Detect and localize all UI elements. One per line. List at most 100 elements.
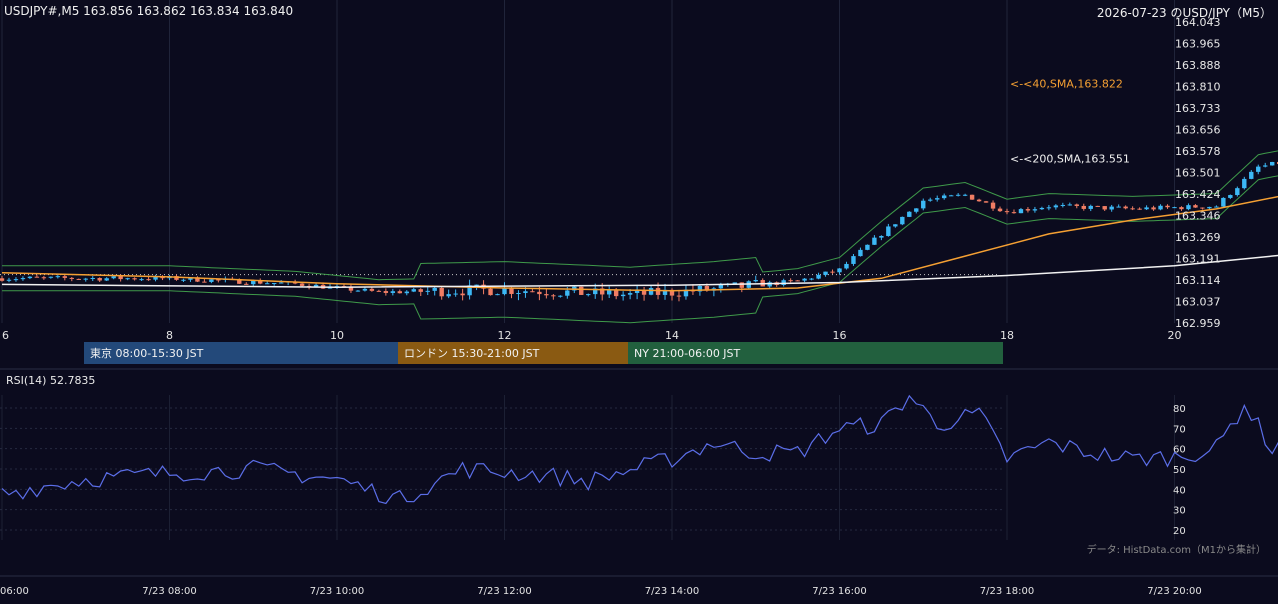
candle-body — [1200, 207, 1205, 209]
candle-body — [823, 271, 828, 275]
session-label: ロンドン 15:30-21:00 JST — [404, 347, 540, 360]
candle-body — [1088, 205, 1093, 209]
candle-body — [586, 294, 591, 296]
price-tick-label: 163.656 — [1175, 123, 1221, 136]
sma200-line — [1, 254, 1278, 288]
bollinger-lower-line — [2, 175, 1278, 324]
candle-body — [1067, 204, 1073, 206]
candle-body — [509, 288, 514, 294]
session-bar: 東京 08:00-15:30 JST ロンドン 15:30-21:00 JST NY… — [84, 342, 1003, 364]
hour-tick-label: 14 — [665, 329, 679, 342]
candle-body — [20, 278, 26, 280]
candle-body — [634, 290, 640, 294]
candle-body — [6, 279, 12, 281]
candle-body — [1249, 171, 1254, 179]
candle-body — [362, 288, 368, 291]
time-tick-label: 7/23 16:00 — [812, 586, 866, 597]
rsi-line — [1, 394, 1278, 505]
candle-body — [969, 194, 975, 200]
candle-body — [1060, 204, 1066, 206]
candle-body — [858, 249, 863, 257]
candle-body — [983, 201, 989, 203]
candle-body — [1165, 205, 1170, 208]
candle-body — [941, 195, 947, 199]
axes: 6810121416182022024164.043163.965163.888… — [0, 16, 1221, 597]
candle-body — [502, 288, 507, 295]
data-credit: データ: HistData.com（M1から集計） — [1086, 545, 1266, 556]
candle-body — [809, 278, 814, 280]
rsi-tick-label: 80 — [1173, 404, 1186, 415]
candle-body — [948, 195, 954, 197]
hour-tick-label: 16 — [833, 329, 847, 342]
chart-date-title: 2026-07-23 のUSD/JPY（M5） — [1096, 6, 1272, 20]
candle-body — [1053, 205, 1059, 208]
candle-body — [495, 294, 500, 296]
price-tick-label: 164.043 — [1175, 16, 1221, 29]
candle-body — [271, 282, 277, 284]
candle-body — [1109, 206, 1114, 210]
candle-body — [1270, 161, 1275, 166]
candle-body — [1179, 207, 1184, 210]
candle-body — [795, 280, 800, 282]
candle-body — [990, 202, 996, 209]
bollinger-bands — [2, 150, 1278, 324]
candle-body — [104, 278, 109, 281]
candle-body — [662, 289, 668, 295]
candle-body — [1158, 205, 1163, 210]
candle-body — [467, 285, 472, 296]
candle-body — [921, 200, 926, 209]
candle-body — [900, 216, 905, 225]
candle-body — [383, 291, 389, 293]
session-block — [398, 342, 628, 364]
symbol-quote: USDJPY#,M5 163.856 163.862 163.834 163.8… — [4, 4, 294, 18]
candle-body — [816, 274, 821, 279]
candle-body — [565, 290, 570, 296]
candle-body — [676, 295, 682, 297]
bollinger-upper-line — [2, 150, 1278, 281]
session-block — [628, 342, 1003, 364]
candle-body — [907, 211, 912, 217]
candle-body — [181, 279, 186, 281]
candle-body — [955, 194, 961, 196]
candle-body — [1004, 211, 1010, 213]
hour-tick-label: 8 — [166, 329, 173, 342]
candle-body — [13, 279, 19, 281]
candle-body — [404, 291, 409, 294]
candle-body — [195, 277, 200, 282]
candle-body — [1102, 206, 1107, 210]
candle-body — [718, 284, 724, 289]
candle-body — [962, 194, 968, 196]
candle-body — [153, 276, 158, 280]
candle-body — [893, 224, 898, 227]
candle-body — [886, 226, 891, 236]
candle-body — [62, 276, 68, 278]
candle-body — [1025, 209, 1031, 211]
candle-body — [600, 288, 605, 295]
candle-body — [732, 282, 738, 284]
price-tick-label: 163.114 — [1175, 274, 1221, 287]
candle-body — [1095, 205, 1100, 207]
candle-body — [1074, 204, 1079, 206]
candle-body — [1032, 209, 1038, 211]
hour-tick-label: 12 — [498, 329, 512, 342]
time-tick-label: 7/23 20:00 — [1147, 586, 1201, 597]
candle-body — [216, 279, 221, 281]
candle-body — [844, 263, 849, 269]
candle-body — [879, 235, 884, 238]
candle-body — [313, 284, 319, 288]
candle-body — [1039, 207, 1045, 210]
candle-body — [125, 278, 130, 280]
price-tick-label: 162.959 — [1175, 317, 1221, 330]
candle-body — [1207, 206, 1212, 209]
candle-body — [1193, 205, 1198, 208]
candle-body — [1256, 166, 1261, 172]
rsi-tick-label: 30 — [1173, 506, 1186, 517]
candle-body — [1228, 195, 1233, 198]
candle-body — [683, 289, 689, 297]
candle-body — [488, 288, 493, 296]
price-tick-label: 163.037 — [1175, 295, 1221, 308]
candle-body — [606, 290, 612, 295]
time-tick-label: 7/23 14:00 — [645, 586, 699, 597]
